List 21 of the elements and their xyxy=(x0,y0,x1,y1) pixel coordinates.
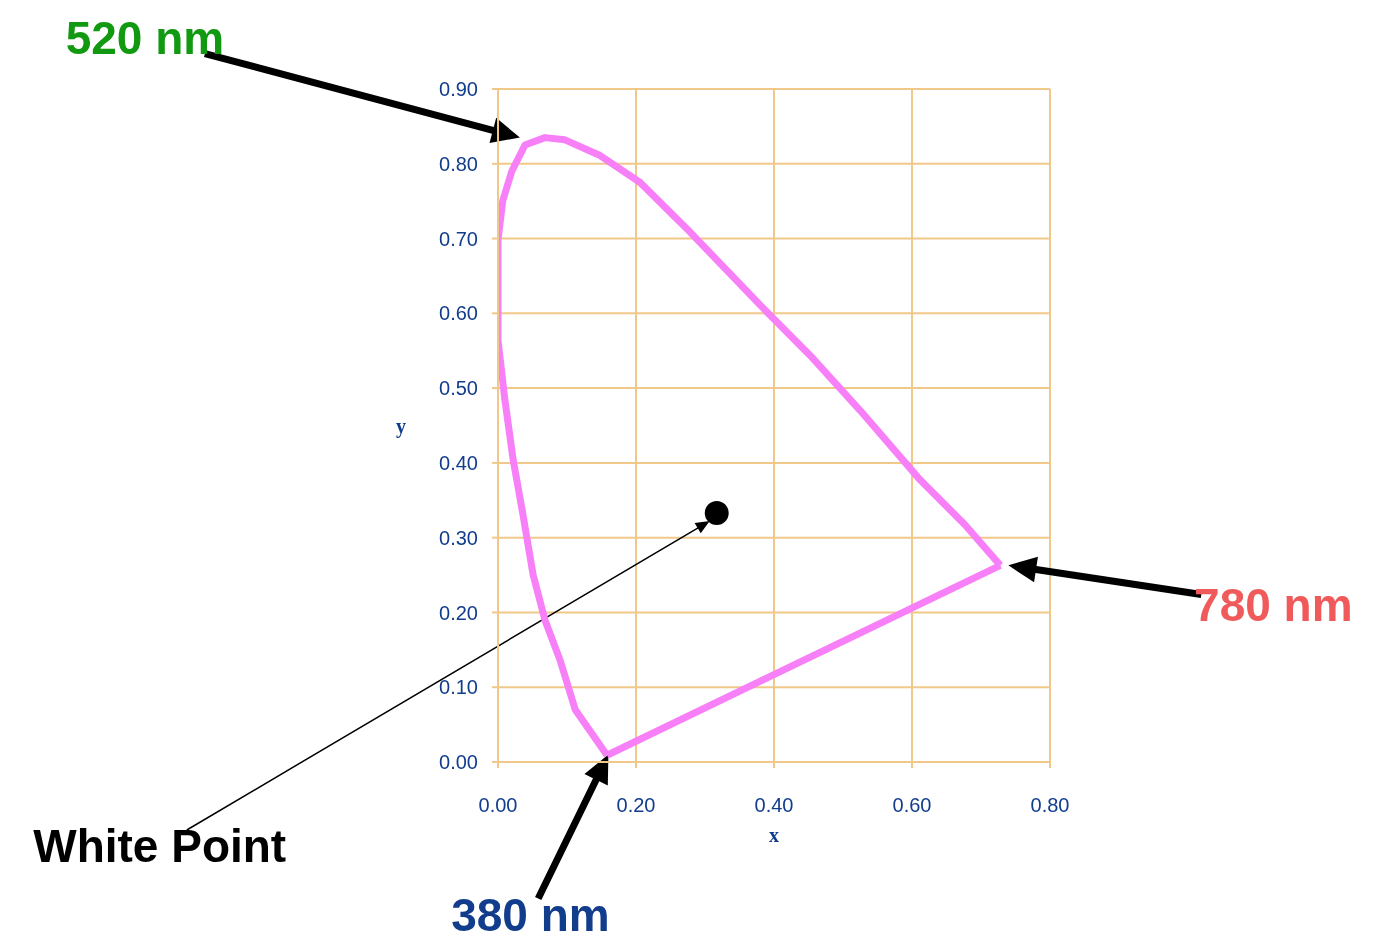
y-tick-label: 0.20 xyxy=(439,601,478,624)
y-axis-title: y xyxy=(396,414,406,438)
y-tick-label: 0.00 xyxy=(439,751,478,774)
x-tick-label: 0.60 xyxy=(892,794,932,817)
x-tick-label: 0.80 xyxy=(1030,794,1070,817)
x-tick-label: 0.40 xyxy=(754,794,794,817)
y-tick-label: 0.30 xyxy=(439,526,478,549)
x-tick-label: 0.00 xyxy=(478,794,518,817)
text: White Point xyxy=(33,819,287,872)
y-tick-label: 0.80 xyxy=(439,152,478,175)
y-tick-label: 0.60 xyxy=(439,302,478,325)
x-axis-title: x xyxy=(769,824,779,846)
y-tick-label: 0.90 xyxy=(439,78,478,101)
y-tick-label: 0.70 xyxy=(439,227,478,250)
text: 520 nm xyxy=(65,11,225,64)
annotation: 380 nm xyxy=(451,888,610,941)
text: 780 nm xyxy=(1194,579,1353,632)
y-tick-label: 0.10 xyxy=(439,676,478,699)
y-tick-label: 0.50 xyxy=(439,377,478,400)
y-tick-label: 0.40 xyxy=(439,451,478,474)
x-tick-label: 0.20 xyxy=(616,794,656,817)
